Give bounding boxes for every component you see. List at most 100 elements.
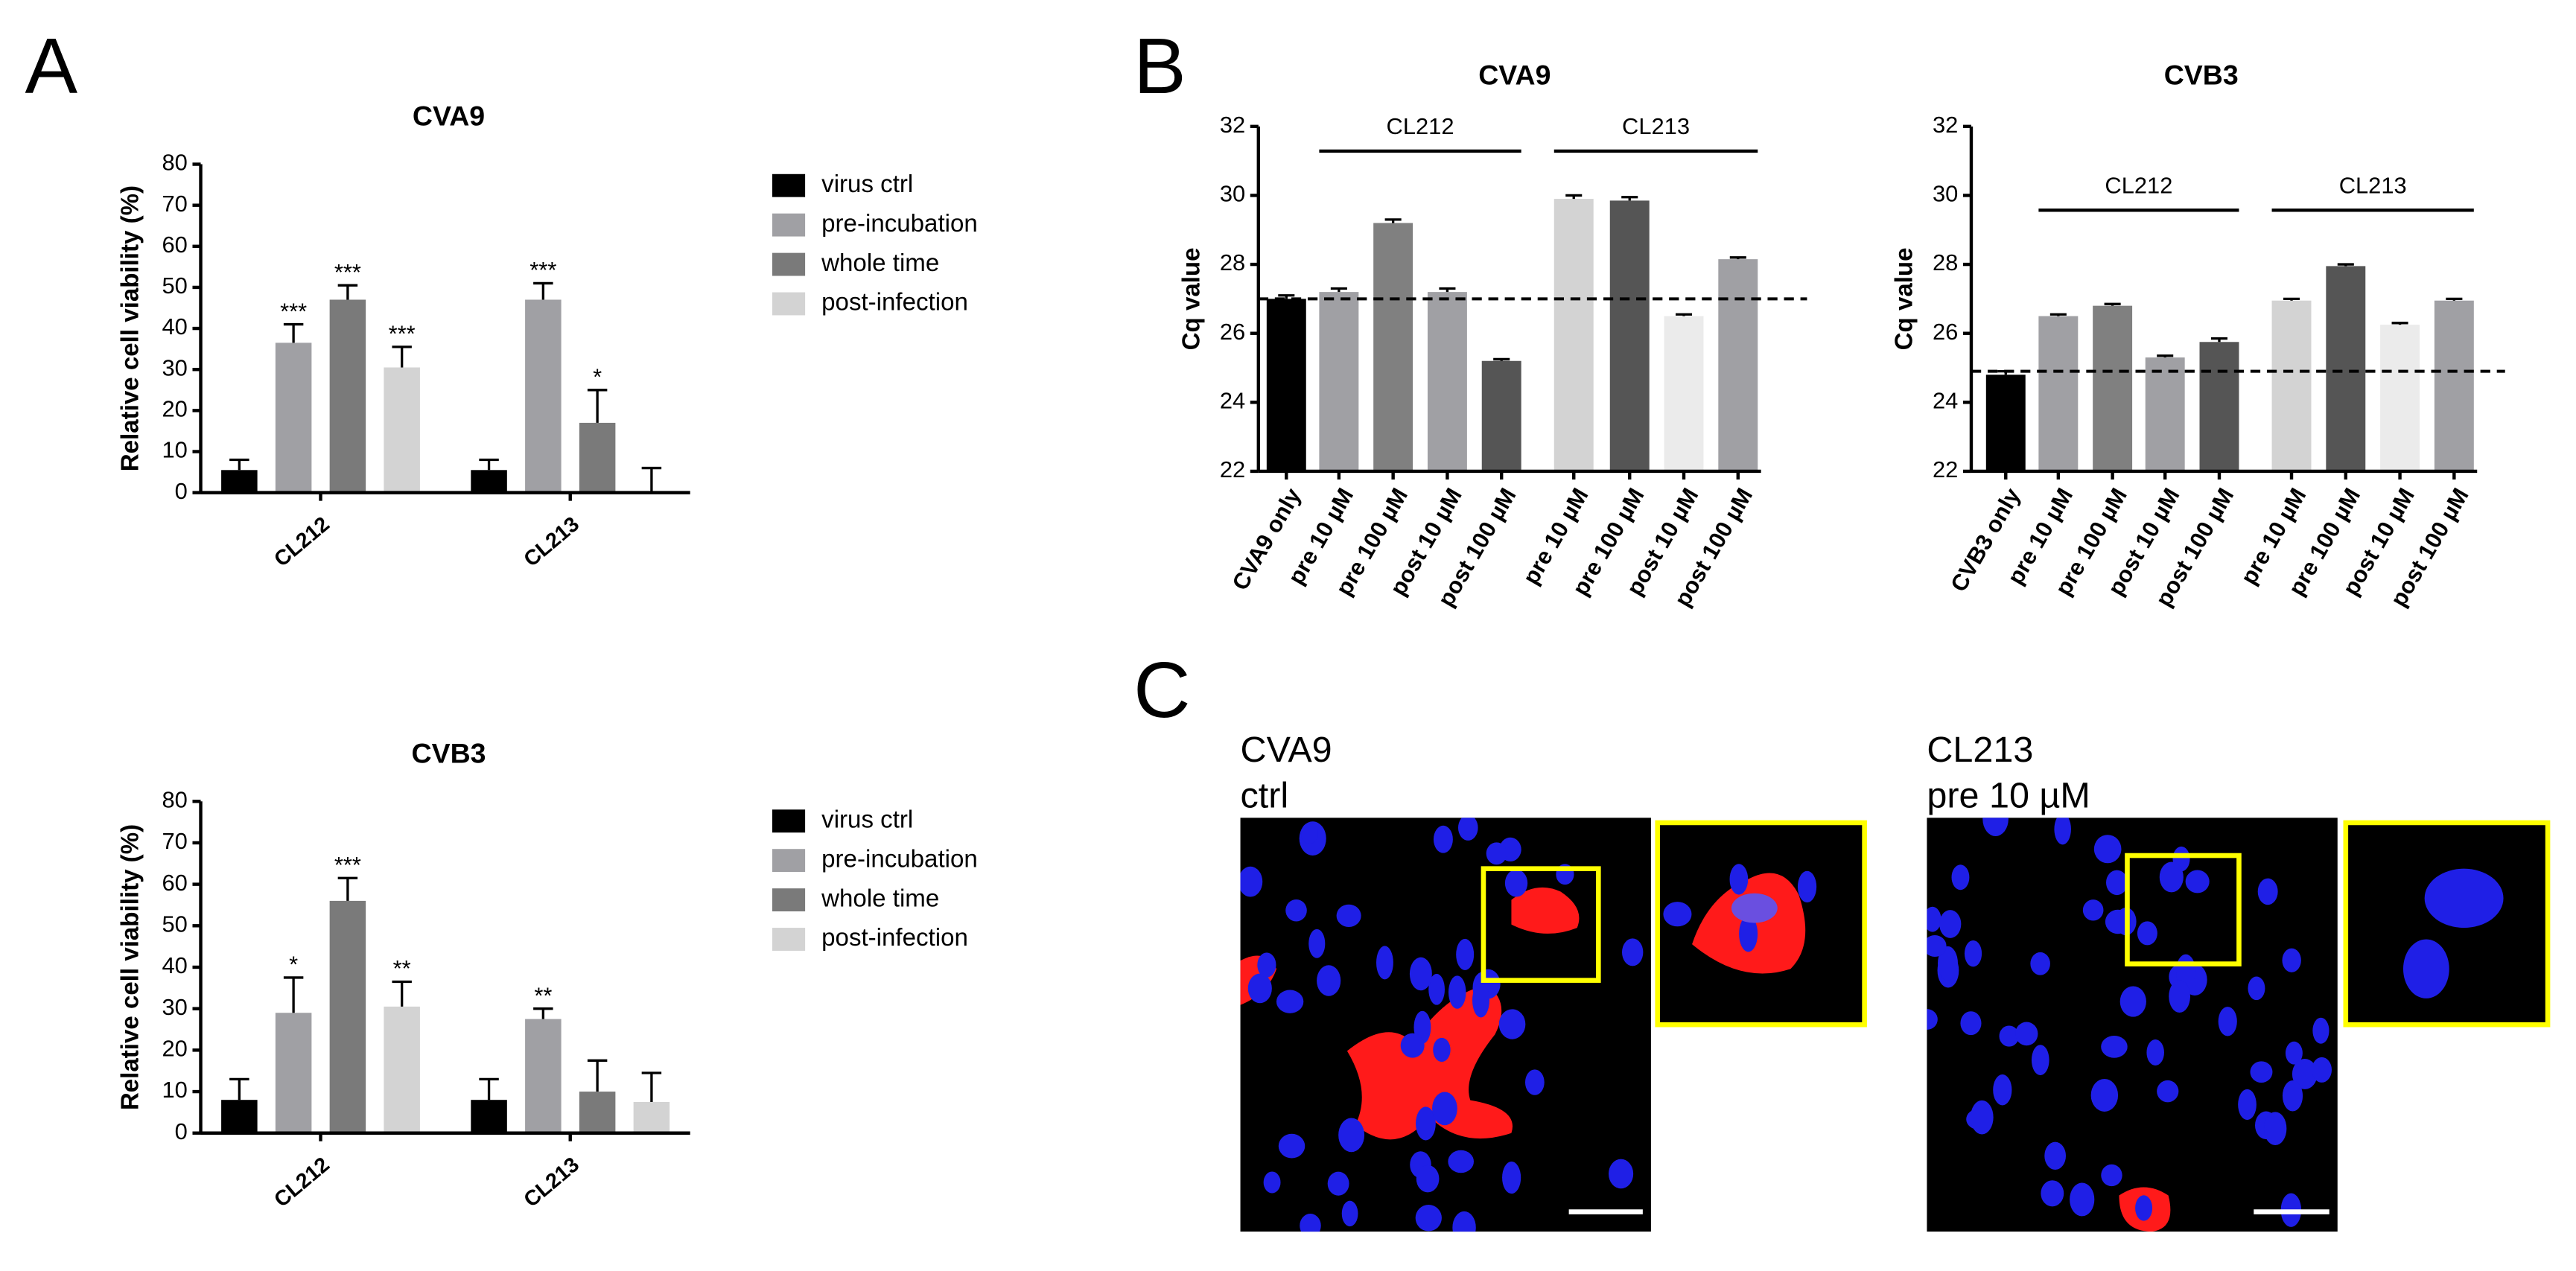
error-bar — [2104, 302, 2121, 306]
panel-label: C — [1133, 646, 1190, 734]
nucleus — [1456, 938, 1475, 970]
error-bar — [2337, 263, 2354, 267]
error-bar — [392, 345, 412, 368]
nucleus — [1621, 938, 1644, 966]
error-bar — [1675, 313, 1693, 316]
nucleus — [1308, 928, 1326, 958]
nucleus — [1448, 1150, 1474, 1173]
error-bar — [2446, 297, 2463, 301]
bar — [525, 299, 562, 493]
nucleus — [1416, 1165, 1440, 1193]
nucleus — [1247, 973, 1272, 1004]
y-tick-label: 32 — [1220, 112, 1245, 138]
error-bar — [2049, 313, 2067, 316]
nucleus — [1432, 1092, 1457, 1126]
bar — [1427, 292, 1467, 471]
nucleus — [1433, 825, 1453, 853]
y-tick-label: 24 — [1933, 387, 1958, 413]
nucleus — [1927, 906, 1941, 932]
nucleus — [2137, 921, 2157, 946]
nucleus — [2054, 818, 2071, 845]
nucleus — [1416, 1106, 1436, 1141]
nucleus — [2257, 878, 2278, 905]
legend-swatch — [772, 809, 806, 833]
legend-label: post-infection — [821, 289, 968, 316]
bar — [471, 1100, 507, 1133]
bar — [2199, 342, 2239, 471]
legend-swatch — [772, 213, 806, 237]
nucleus — [2106, 870, 2128, 896]
nucleus — [1797, 870, 1817, 903]
error-bar — [1565, 194, 1583, 200]
nucleus — [2030, 952, 2050, 975]
cells — [1927, 818, 2332, 1232]
legend-swatch — [772, 252, 806, 276]
significance: ** — [534, 982, 552, 1008]
error-bar — [587, 1059, 608, 1092]
group-label: CL212 — [1387, 113, 1454, 139]
error-bar — [337, 876, 358, 901]
nucleus — [1301, 823, 1318, 844]
nucleus — [1341, 1200, 1358, 1227]
chart-title: CVB3 — [412, 737, 486, 768]
y-tick-label: 50 — [162, 273, 188, 299]
y-tick-label: 30 — [162, 994, 188, 1020]
nucleus — [1448, 975, 1466, 1009]
bar — [579, 1092, 616, 1133]
legend-label: pre-incubation — [821, 845, 978, 873]
nucleus — [1970, 1100, 1994, 1135]
nucleus — [1457, 818, 1478, 841]
error-bar — [533, 281, 553, 300]
zoom-box — [2125, 853, 2242, 966]
error-bar — [1621, 196, 1638, 201]
significance: ** — [393, 955, 411, 981]
y-axis-label: Relative cell viability (%) — [117, 824, 144, 1110]
x-tick-label: CL212 — [270, 512, 334, 572]
cells — [1240, 818, 1644, 1232]
bar — [2380, 325, 2420, 471]
bar — [2271, 300, 2312, 471]
group-label: CL212 — [2105, 173, 2172, 199]
bar — [2093, 305, 2133, 471]
y-tick-label: 28 — [1220, 249, 1245, 275]
bar — [2326, 266, 2366, 471]
y-tick-label: 30 — [1933, 181, 1958, 207]
y-tick-label: 28 — [1933, 249, 1958, 275]
bar — [2434, 300, 2474, 471]
nucleus — [2248, 976, 2265, 1001]
error-bar — [587, 389, 608, 423]
error-bar — [392, 980, 412, 1007]
nucleus — [2282, 1080, 2303, 1112]
nucleus — [1257, 952, 1276, 978]
error-bar — [2210, 337, 2228, 343]
error-bar — [2157, 354, 2174, 358]
nucleus — [1739, 915, 1758, 952]
bar — [1553, 199, 1594, 471]
nucleus — [2169, 980, 2190, 1013]
nucleus — [1927, 935, 1947, 957]
micrograph — [1927, 818, 2338, 1232]
significance: *** — [334, 852, 361, 878]
legend-swatch — [772, 849, 806, 873]
legend-label: whole time — [821, 885, 939, 912]
bar — [1985, 375, 2026, 471]
legend-label: whole time — [821, 249, 939, 277]
cells — [1663, 864, 1817, 974]
zoom-box — [2343, 820, 2551, 1028]
nucleus — [1663, 902, 1692, 927]
y-tick-label: 70 — [162, 828, 188, 854]
nucleus — [2135, 1195, 2153, 1221]
chart-title: CVB3 — [2164, 60, 2239, 91]
error-bar — [337, 284, 358, 300]
image-caption: ctrl — [1241, 776, 1289, 816]
bar — [525, 1019, 562, 1133]
bar — [384, 367, 420, 493]
bar — [1481, 360, 1521, 471]
y-tick-label: 22 — [1933, 456, 1958, 482]
nucleus — [1240, 866, 1263, 897]
error-bar — [283, 322, 304, 343]
x-tick-label: CL212 — [270, 1153, 334, 1212]
nucleus — [1433, 1037, 1451, 1063]
nucleus — [1498, 1009, 1526, 1039]
nucleus — [1993, 1074, 2012, 1106]
